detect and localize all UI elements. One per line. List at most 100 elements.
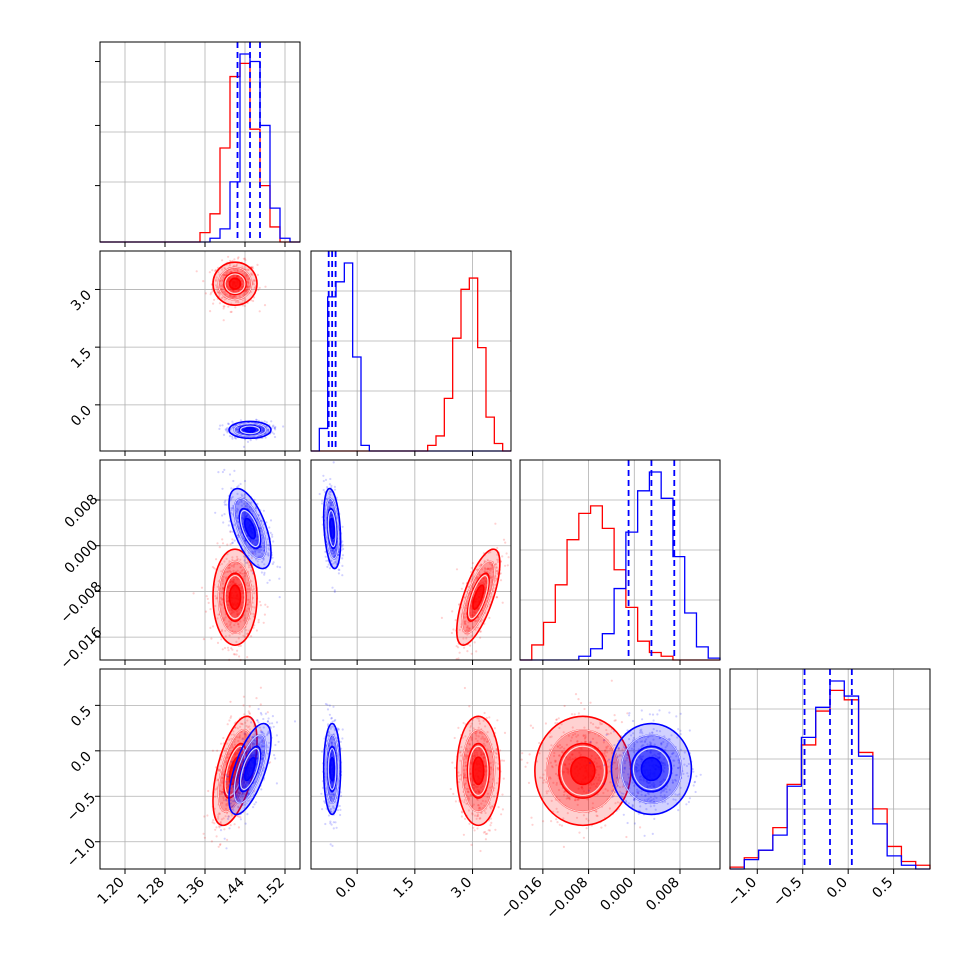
scatter-point	[210, 840, 213, 843]
scatter-point	[228, 277, 231, 280]
scatter-point	[258, 550, 262, 554]
scatter-point	[329, 511, 332, 515]
scatter-point	[248, 285, 251, 288]
scatter-point	[258, 565, 261, 568]
contour-line	[243, 426, 257, 433]
scatter-point	[250, 273, 253, 276]
scatter-point	[235, 582, 238, 585]
scatter-point	[236, 275, 239, 278]
scatter-point	[226, 775, 229, 778]
scatter-point	[232, 564, 235, 567]
scatter-point	[246, 504, 249, 508]
scatter-point	[233, 523, 236, 526]
scatter-point	[234, 437, 238, 440]
scatter-point	[494, 583, 497, 587]
scatter-point	[249, 540, 252, 543]
scatter-point	[332, 551, 335, 555]
scatter-point	[246, 285, 249, 288]
scatter-point	[239, 620, 242, 623]
scatter-point	[231, 504, 235, 507]
scatter-point	[246, 588, 249, 591]
scatter-point	[253, 287, 256, 290]
scatter-point	[324, 478, 328, 481]
scatter-point	[236, 269, 239, 272]
scatter-point	[221, 514, 224, 517]
scatter-point	[227, 279, 230, 282]
scatter-point	[240, 572, 243, 575]
scatter-point	[220, 603, 223, 607]
scatter-point	[230, 583, 233, 586]
scatter-point	[468, 629, 471, 632]
scatter-point	[250, 272, 253, 275]
scatter-point	[225, 271, 228, 274]
scatter-point	[330, 823, 333, 826]
panel-3-1: 0.0 1.5 3.0	[310, 668, 512, 902]
scatter-point	[472, 574, 475, 577]
scatter-point	[212, 302, 215, 305]
scatter-point	[460, 810, 463, 813]
scatter-point	[226, 625, 229, 628]
scatter-point	[341, 737, 344, 740]
scatter-point	[262, 429, 265, 432]
scatter-point	[230, 760, 233, 763]
scatter-point	[466, 624, 469, 628]
scatter-point	[223, 468, 226, 471]
scatter-point	[327, 814, 331, 817]
scatter-point	[562, 845, 566, 849]
scatter-point	[262, 546, 265, 549]
scatter-point	[460, 587, 463, 590]
scatter-point	[259, 686, 262, 689]
scatter-point	[242, 294, 245, 297]
scatter-point	[237, 625, 240, 628]
scatter-point	[270, 420, 273, 423]
scatter-point	[243, 516, 246, 520]
scatter-point	[487, 568, 490, 571]
scatter-point	[247, 598, 250, 602]
scatter-point	[484, 588, 487, 591]
scatter-point	[237, 826, 240, 829]
scatter-point	[478, 573, 481, 577]
scatter-point	[485, 568, 488, 571]
scatter-point	[214, 595, 217, 598]
scatter-point	[454, 766, 457, 770]
scatter-point	[240, 585, 243, 588]
scatter-point	[248, 505, 251, 509]
scatter-point	[483, 566, 486, 570]
scatter-point	[489, 577, 493, 580]
scatter-point	[507, 556, 510, 559]
scatter-point	[237, 815, 240, 818]
scatter-point	[473, 612, 476, 615]
scatter-point	[256, 548, 259, 552]
scatter-point	[272, 424, 275, 427]
scatter-point	[268, 526, 271, 529]
panel-3-0: 1.20 1.28 1.36 1.44 1.52−1.0−0.50.00.5	[64, 668, 301, 908]
scatter-point	[470, 843, 473, 847]
scatter-point	[255, 697, 258, 700]
scatter-point	[225, 594, 228, 597]
scatter-point	[259, 703, 262, 706]
scatter-point	[228, 634, 231, 637]
scatter-point	[232, 578, 235, 581]
scatter-point	[573, 713, 576, 716]
scatter-point	[494, 562, 497, 566]
scatter-point	[231, 580, 234, 584]
scatter-point	[256, 541, 259, 544]
scatter-point	[219, 602, 222, 605]
scatter-point	[326, 723, 330, 726]
scatter-point	[466, 628, 469, 631]
scatter-point	[457, 657, 460, 660]
scatter-point	[460, 815, 463, 818]
scatter-point	[491, 576, 494, 579]
scatter-point	[474, 620, 477, 623]
scatter-point	[239, 566, 243, 569]
scatter-point	[254, 549, 257, 552]
scatter-point	[232, 479, 235, 483]
scatter-point	[253, 539, 256, 542]
scatter-point	[242, 517, 245, 521]
scatter-point	[251, 539, 254, 543]
scatter-point	[244, 298, 247, 301]
scatter-point	[206, 597, 209, 601]
scatter-point	[266, 543, 269, 547]
scatter-point	[330, 504, 333, 507]
scatter-point	[226, 723, 229, 726]
